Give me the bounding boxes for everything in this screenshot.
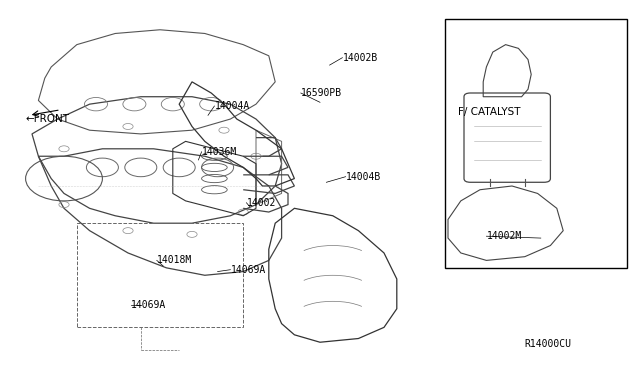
Text: 14018M: 14018M — [157, 256, 192, 265]
Text: 14069A: 14069A — [131, 300, 166, 310]
Text: 14036M: 14036M — [202, 147, 237, 157]
Text: F/ CATALYST: F/ CATALYST — [458, 107, 520, 116]
Text: 14002B: 14002B — [342, 53, 378, 62]
Text: 14069A: 14069A — [230, 265, 266, 275]
Text: ←FRONT: ←FRONT — [26, 114, 70, 124]
FancyBboxPatch shape — [464, 93, 550, 182]
Text: 16590PB: 16590PB — [301, 88, 342, 98]
Text: 14002M: 14002M — [486, 231, 522, 241]
Text: 14004A: 14004A — [214, 101, 250, 111]
Text: 14002: 14002 — [246, 198, 276, 208]
Text: R14000CU: R14000CU — [525, 339, 572, 349]
Text: 14004B: 14004B — [346, 172, 381, 182]
FancyBboxPatch shape — [445, 19, 627, 268]
